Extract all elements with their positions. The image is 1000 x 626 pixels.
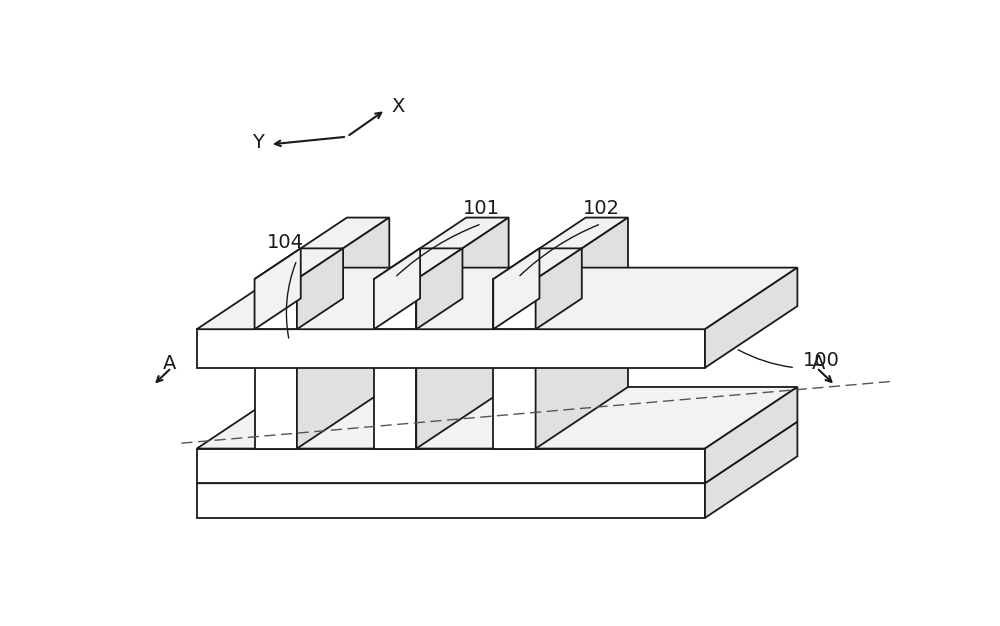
Polygon shape [197,268,797,329]
Polygon shape [197,422,797,483]
Text: A: A [163,354,177,373]
Polygon shape [297,218,389,449]
Text: 104: 104 [267,233,304,252]
Polygon shape [536,218,628,449]
Polygon shape [255,249,343,279]
Polygon shape [255,249,301,329]
Text: A: A [812,354,825,373]
Text: 102: 102 [583,198,620,218]
Polygon shape [297,249,343,329]
Text: 101: 101 [463,198,500,218]
Polygon shape [197,387,797,449]
Polygon shape [374,249,462,279]
Polygon shape [374,279,416,329]
Text: Y: Y [252,133,264,152]
Polygon shape [255,279,297,449]
Polygon shape [374,279,416,449]
Polygon shape [493,279,536,329]
Polygon shape [705,422,797,518]
Text: X: X [392,97,405,116]
Polygon shape [493,279,536,449]
Polygon shape [416,249,462,329]
Polygon shape [374,218,509,279]
Polygon shape [493,218,628,279]
Polygon shape [255,279,297,329]
Polygon shape [493,249,539,329]
Polygon shape [374,249,420,329]
Polygon shape [493,249,582,279]
Text: 100: 100 [803,351,840,369]
Polygon shape [416,218,509,449]
Polygon shape [255,218,389,279]
Polygon shape [705,268,797,367]
Polygon shape [705,387,797,483]
Polygon shape [197,449,705,483]
Polygon shape [197,329,705,367]
Polygon shape [536,249,582,329]
Polygon shape [197,483,705,518]
